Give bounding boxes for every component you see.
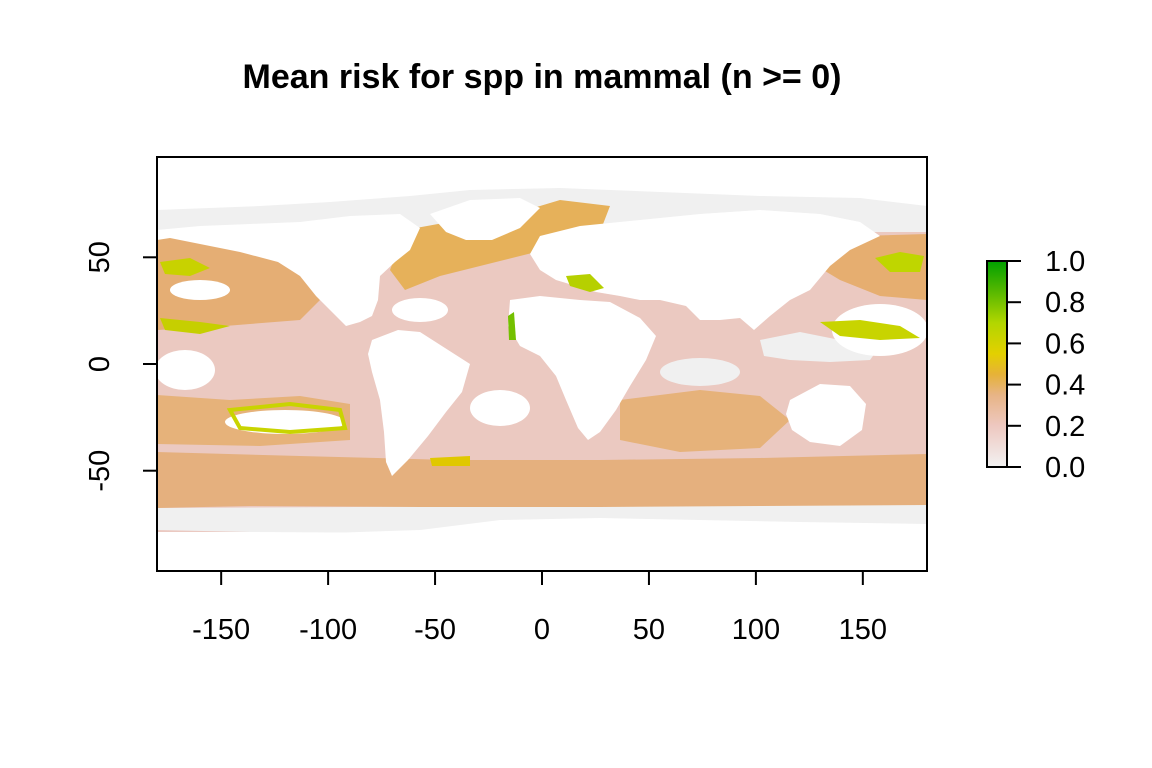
plot-title: Mean risk for spp in mammal (n >= 0) bbox=[242, 58, 842, 96]
x-tick-label: -100 bbox=[299, 614, 357, 646]
high-risk-south-atlantic bbox=[430, 456, 470, 466]
legend-tick-label: 0.2 bbox=[1045, 411, 1085, 443]
high-risk-w-pacific bbox=[820, 320, 920, 340]
legend-colorbar: 0.0 0.2 0.4 0.6 0.8 1.0 bbox=[986, 246, 1085, 484]
legend-ticks: 0.0 0.2 0.4 0.6 0.8 1.0 bbox=[1007, 246, 1085, 484]
x-tick-label: 150 bbox=[839, 614, 887, 646]
north-pacific-gyre bbox=[170, 280, 230, 300]
legend-tick-label: 0.4 bbox=[1045, 370, 1085, 402]
x-tick-label: 0 bbox=[534, 614, 550, 646]
y-axis: 50 0 -50 bbox=[84, 241, 158, 492]
east-pacific-gyre bbox=[157, 350, 215, 390]
high-risk-north-pacific bbox=[160, 258, 210, 276]
north-atlantic-gyre bbox=[392, 298, 448, 322]
x-tick-label: 100 bbox=[732, 614, 780, 646]
indonesia bbox=[760, 332, 880, 362]
x-tick-label: 50 bbox=[633, 614, 665, 646]
high-risk-south-pacific bbox=[226, 401, 348, 435]
north-america bbox=[157, 214, 420, 326]
y-tick-label: 0 bbox=[84, 356, 116, 372]
high-risk-nw-pacific bbox=[875, 252, 924, 272]
legend-tick-label: 0.8 bbox=[1045, 287, 1085, 319]
southern-ocean-band bbox=[157, 452, 927, 508]
high-risk-mediterranean bbox=[566, 274, 604, 292]
north-atlantic-band bbox=[390, 200, 610, 290]
south-america bbox=[368, 330, 470, 476]
indian-ocean-band bbox=[620, 390, 790, 452]
x-axis: -150 -100 -50 0 50 100 150 bbox=[192, 570, 887, 646]
y-tick-label: 50 bbox=[84, 241, 116, 273]
south-atlantic-gyre bbox=[470, 390, 530, 426]
legend-tick-label: 1.0 bbox=[1045, 246, 1085, 278]
x-tick-label: -150 bbox=[192, 614, 250, 646]
greenland bbox=[430, 198, 540, 240]
high-risk-east-pacific bbox=[160, 318, 230, 334]
eurasia bbox=[530, 210, 880, 330]
africa bbox=[508, 296, 656, 440]
x-tick-label: -50 bbox=[414, 614, 456, 646]
legend-gradient bbox=[986, 260, 1008, 468]
australia bbox=[786, 384, 866, 446]
map-panel bbox=[157, 188, 927, 571]
y-tick-label: -50 bbox=[84, 450, 116, 492]
legend-tick-label: 0.6 bbox=[1045, 328, 1085, 360]
high-risk-west-africa bbox=[508, 312, 516, 340]
antarctica-coast bbox=[157, 518, 927, 571]
legend-tick-label: 0.0 bbox=[1045, 452, 1085, 484]
indian-ocean-gyre bbox=[660, 358, 740, 386]
